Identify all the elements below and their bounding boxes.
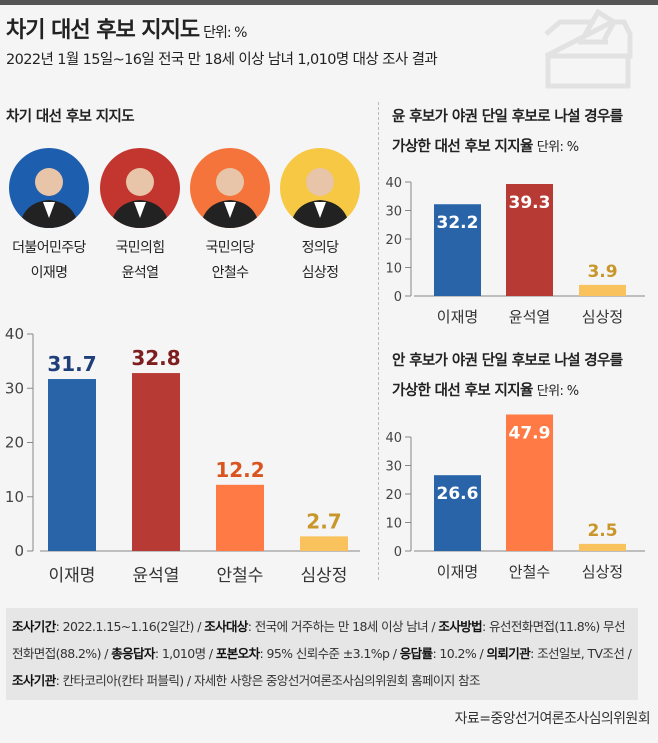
note-key: 조사방법	[438, 619, 483, 634]
candidate-photo	[100, 148, 180, 228]
chart2-title: 윤 후보가 야권 단일 후보로 나설 경우를 가상한 대선 후보 지지율 단위: %	[392, 109, 623, 155]
candidate-photo	[190, 148, 270, 228]
y-tick-label: 10	[385, 262, 402, 277]
bar	[300, 536, 348, 551]
category-label: 심상정	[301, 566, 348, 586]
candidate-photo	[280, 148, 360, 228]
candidate-label: 국민의힘 윤석열	[115, 240, 165, 281]
y-tick-label: 30	[385, 205, 402, 220]
category-label: 이재명	[437, 563, 478, 581]
y-tick-label: 30	[5, 379, 24, 397]
note-key: 포본오차	[215, 646, 260, 661]
category-label: 윤석열	[509, 308, 550, 326]
y-tick-label: 20	[385, 488, 402, 503]
note-value: : 1,010명 /	[154, 646, 216, 661]
note-key: 조사기관	[12, 673, 56, 688]
note-value: : 2022.1.15~1.16(2일간) /	[55, 619, 205, 634]
category-label: 윤석열	[133, 566, 180, 586]
candidate-label: 더불어민주당 이재명	[12, 240, 86, 281]
y-tick-label: 0	[394, 545, 402, 560]
candidate-label: 국민의당 안철수	[205, 240, 255, 281]
note-value: : 10.2% /	[432, 646, 487, 661]
y-tick-label: 0	[14, 542, 24, 560]
data-label: 26.6	[437, 484, 479, 504]
category-label: 안철수	[509, 563, 550, 581]
note-key: 의뢰기관	[486, 646, 531, 661]
candidate-photo	[9, 148, 89, 228]
bar	[216, 484, 264, 551]
data-label: 32.2	[437, 213, 479, 233]
note-key: 조사기간	[12, 619, 56, 634]
bar	[579, 543, 626, 551]
charts: 0 10 20 30 40 31.7 이재명 32.8 윤석열 12.2 안철수 2.7 심상정 0 10 2…	[5, 176, 645, 586]
category-label: 심상정	[582, 308, 623, 326]
y-tick-label: 40	[385, 176, 402, 191]
bar	[48, 379, 96, 551]
y-tick-label: 20	[385, 233, 402, 248]
data-label: 32.8	[131, 346, 180, 370]
y-tick-label: 40	[385, 431, 402, 446]
data-label: 2.7	[306, 509, 341, 533]
y-tick-label: 20	[5, 434, 24, 452]
y-tick-label: 10	[5, 488, 24, 506]
survey-note: 조사기간: 2022.1.15~1.16(2일간) / 조사대상: 전국에 거주…	[6, 608, 638, 700]
y-tick-label: 30	[385, 460, 402, 475]
note-key: 응답률	[399, 646, 433, 661]
data-label: 12.2	[215, 458, 264, 482]
bar	[506, 414, 553, 551]
data-label: 3.9	[587, 262, 617, 282]
note-value: : 조선일보, TV조선 /	[530, 646, 632, 661]
page-title: 차기 대선 후보 지지도 단위: %	[6, 18, 247, 43]
chart3-title: 안 후보가 야권 단일 후보로 나설 경우를 가상한 대선 후보 지지율 단위: %	[392, 353, 623, 399]
category-label: 안철수	[217, 566, 264, 586]
bar	[434, 204, 481, 296]
data-label: 47.9	[509, 423, 551, 443]
note-key: 총응답자	[111, 646, 155, 661]
source-label: 자료=중앙선거여론조사심의위원회	[454, 711, 651, 727]
bar	[506, 183, 553, 296]
note-key: 조사대상	[204, 619, 248, 634]
left-section-title: 차기 대선 후보 지지도	[6, 109, 135, 125]
unit-label: 단위: %	[203, 25, 247, 41]
bar	[579, 284, 626, 296]
category-label: 이재명	[437, 308, 478, 326]
bar	[434, 475, 481, 551]
data-label: 2.5	[587, 521, 617, 541]
subtitle: 2022년 1월 15일~16일 전국 만 18세 이상 남녀 1,010명 대…	[6, 52, 438, 68]
ballot-box-icon	[544, 8, 633, 89]
y-tick-label: 40	[5, 325, 24, 343]
data-label: 31.7	[47, 352, 96, 376]
section-divider	[378, 102, 379, 580]
y-tick-label: 10	[385, 517, 402, 532]
note-value: : 유선전화면접(11.8%) 무선전화면접(88.2%) /	[12, 619, 625, 661]
note-value: : 칸타코리아(칸타 퍼블릭) / 자세한 사항은 중앙선거여론조사심의위원회 …	[55, 673, 481, 688]
note-value: : 95% 신뢰수준 ±3.1%p /	[259, 646, 400, 661]
top-bar	[0, 0, 658, 5]
bar	[132, 373, 180, 551]
y-tick-label: 0	[394, 290, 402, 305]
category-label: 이재명	[49, 566, 96, 586]
data-label: 39.3	[509, 193, 551, 213]
category-label: 심상정	[582, 563, 623, 581]
candidate-label: 정의당 심상정	[301, 240, 339, 281]
note-value: : 전국에 거주하는 만 18세 이상 남녀 /	[247, 619, 439, 634]
